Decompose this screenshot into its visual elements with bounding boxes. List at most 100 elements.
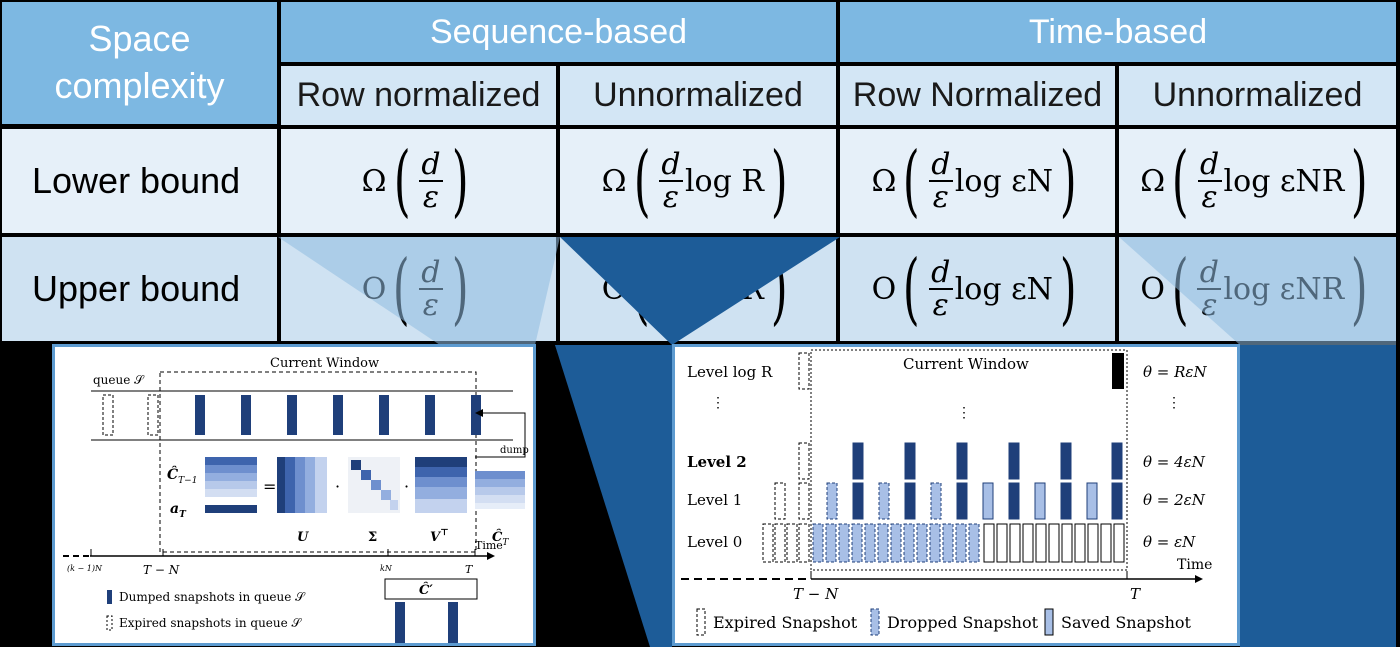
legend-saved-label: Saved Snapshot: [1061, 613, 1192, 632]
current-window-label: Current Window: [270, 356, 379, 371]
vertical-dots: ⋮: [957, 405, 971, 421]
dropped-snapshot: [878, 482, 890, 520]
u-matrix: [277, 457, 327, 513]
saved-snapshot: [904, 442, 916, 480]
dropped-snapshot: [929, 523, 941, 563]
dropped-snapshot: [903, 523, 915, 563]
dropped-snapshot: [864, 523, 876, 563]
expired-snapshot: [774, 523, 786, 563]
dump-arrow: [475, 412, 526, 458]
saved-snapshot: [982, 482, 994, 520]
dropped-snapshot: [968, 523, 980, 563]
upper-bound-cell-2: O(d ε log R): [560, 237, 836, 341]
dumped-snapshot: [448, 602, 458, 643]
tick-label: (k − 1)N: [67, 564, 103, 573]
theta-logr: θ = RεN: [1143, 363, 1207, 381]
dropped-snapshot: [851, 523, 863, 563]
c-prime-label: Ĉ′: [419, 581, 433, 598]
saved-snapshot: [852, 482, 864, 520]
group-header-time: Time-based: [840, 2, 1396, 62]
equals-sign: =: [263, 477, 276, 496]
dropped-snapshot: [942, 523, 954, 563]
lower-bound-cell-3: Ω(d ε log εN): [840, 129, 1115, 233]
current-window-label: Current Window: [903, 355, 1029, 373]
level-label-logr: Level log R: [687, 363, 773, 381]
dropped-snapshot: [826, 482, 838, 520]
dropped-snapshot: [890, 523, 902, 563]
saved-snapshot: [1111, 482, 1123, 520]
upper-bound-cell-3: O(d ε log εN): [840, 237, 1115, 341]
subheader-seq-unnormalized: Unnormalized: [560, 66, 836, 125]
time-label: Time: [1177, 557, 1212, 573]
dropped-snapshot: [930, 482, 942, 520]
lower-bound-cell-4: Ω(d ε log εNR): [1119, 129, 1396, 233]
time-based-panel: Current Window Level log R ⋮ Level 2 Lev…: [672, 344, 1240, 646]
c-new-matrix: [475, 471, 525, 509]
c-prime-box: [384, 578, 478, 600]
dropped-snapshot: [955, 523, 967, 563]
upper-bound-cell-4: O(d ε log εNR): [1119, 237, 1396, 341]
tick-label: T − N: [793, 585, 839, 603]
a-label: aT: [170, 501, 187, 520]
legend-dumped-label: Dumped snapshots in queue 𝒮: [119, 590, 306, 604]
saved-snapshot: [904, 482, 916, 520]
tick-label: kN: [380, 564, 393, 573]
row-label-upper: Upper bound: [2, 237, 277, 341]
saved-snapshot: [1086, 482, 1098, 520]
sigma-label: Σ: [368, 530, 377, 545]
time-diagram: Current Window Level log R ⋮ Level 2 Lev…: [681, 349, 1212, 636]
sequence-diagram: Current Window queue 𝒮 dump ĈT−1 aT =: [63, 356, 529, 643]
level-label-1: Level 1: [687, 491, 742, 509]
c-new-label: ĈT: [492, 528, 509, 548]
saved-snapshot: [1048, 523, 1060, 563]
vertical-dots: ⋮: [1167, 395, 1181, 411]
dumped-snapshot: [195, 395, 205, 435]
lower-bound-cell-1: Ω(d ε): [281, 129, 556, 233]
time-axis-arrow: [487, 552, 495, 560]
legend-saved-swatch: [1044, 608, 1054, 636]
dropped-snapshot: [916, 523, 928, 563]
saved-snapshot: [996, 523, 1008, 563]
sequence-based-panel: Current Window queue 𝒮 dump ĈT−1 aT =: [52, 344, 536, 646]
legend-dropped-label: Dropped Snapshot: [887, 613, 1039, 632]
saved-snapshot: [956, 442, 968, 480]
dropped-snapshot: [812, 523, 824, 563]
corner-header: Space complexity: [2, 2, 277, 124]
dumped-snapshot: [425, 395, 435, 435]
dumped-snapshot: [471, 395, 481, 435]
legend-expired-label: Expired Snapshot: [713, 613, 858, 632]
dropped-snapshot: [877, 523, 889, 563]
saved-snapshot: [1008, 442, 1020, 480]
saved-snapshot: [1060, 482, 1072, 520]
legend-dropped-swatch: [870, 608, 880, 636]
dot-1: ·: [335, 477, 340, 496]
expired-snapshot: [798, 442, 810, 480]
current-window-box: [810, 349, 1128, 571]
time-axis-arrow: [1195, 575, 1203, 583]
corner-label: Space complexity: [54, 18, 225, 106]
level-label-0: Level 0: [687, 533, 742, 551]
expired-snapshot: [147, 394, 159, 436]
saved-snapshot: [1022, 523, 1034, 563]
dumped-snapshot: [395, 602, 405, 643]
dumped-snapshot: [379, 395, 389, 435]
saved-snapshot: [1113, 523, 1125, 563]
dump-label: dump: [500, 445, 529, 456]
v-matrix: [415, 457, 467, 513]
theta-1: θ = 2εN: [1143, 491, 1206, 509]
level-label-2: Level 2: [687, 453, 747, 471]
current-window-box: [159, 371, 477, 553]
theta-2: θ = 4εN: [1143, 453, 1206, 471]
dropped-snapshot: [825, 523, 837, 563]
a-vector: [205, 505, 257, 513]
expired-snapshot: [798, 523, 810, 563]
tick-label: T: [1130, 585, 1141, 603]
c-prev-label: ĈT−1: [167, 465, 197, 486]
saved-snapshot: [1060, 442, 1072, 480]
saved-snapshot: [1009, 523, 1021, 563]
sigma-matrix: [348, 457, 400, 513]
saved-snapshot: [1087, 523, 1099, 563]
expired-snapshot: [762, 523, 774, 563]
saved-snapshot: [1035, 523, 1047, 563]
dropped-snapshot: [838, 523, 850, 563]
